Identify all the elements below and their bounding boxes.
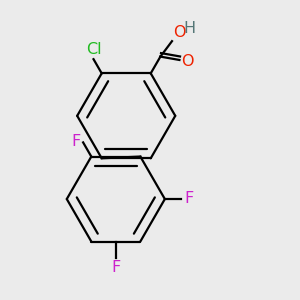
Text: Cl: Cl [86, 42, 101, 57]
Text: F: F [111, 260, 120, 275]
Text: F: F [71, 134, 80, 149]
Text: F: F [184, 191, 194, 206]
Text: H: H [183, 21, 195, 36]
Text: O: O [173, 25, 186, 40]
Text: O: O [181, 54, 194, 69]
